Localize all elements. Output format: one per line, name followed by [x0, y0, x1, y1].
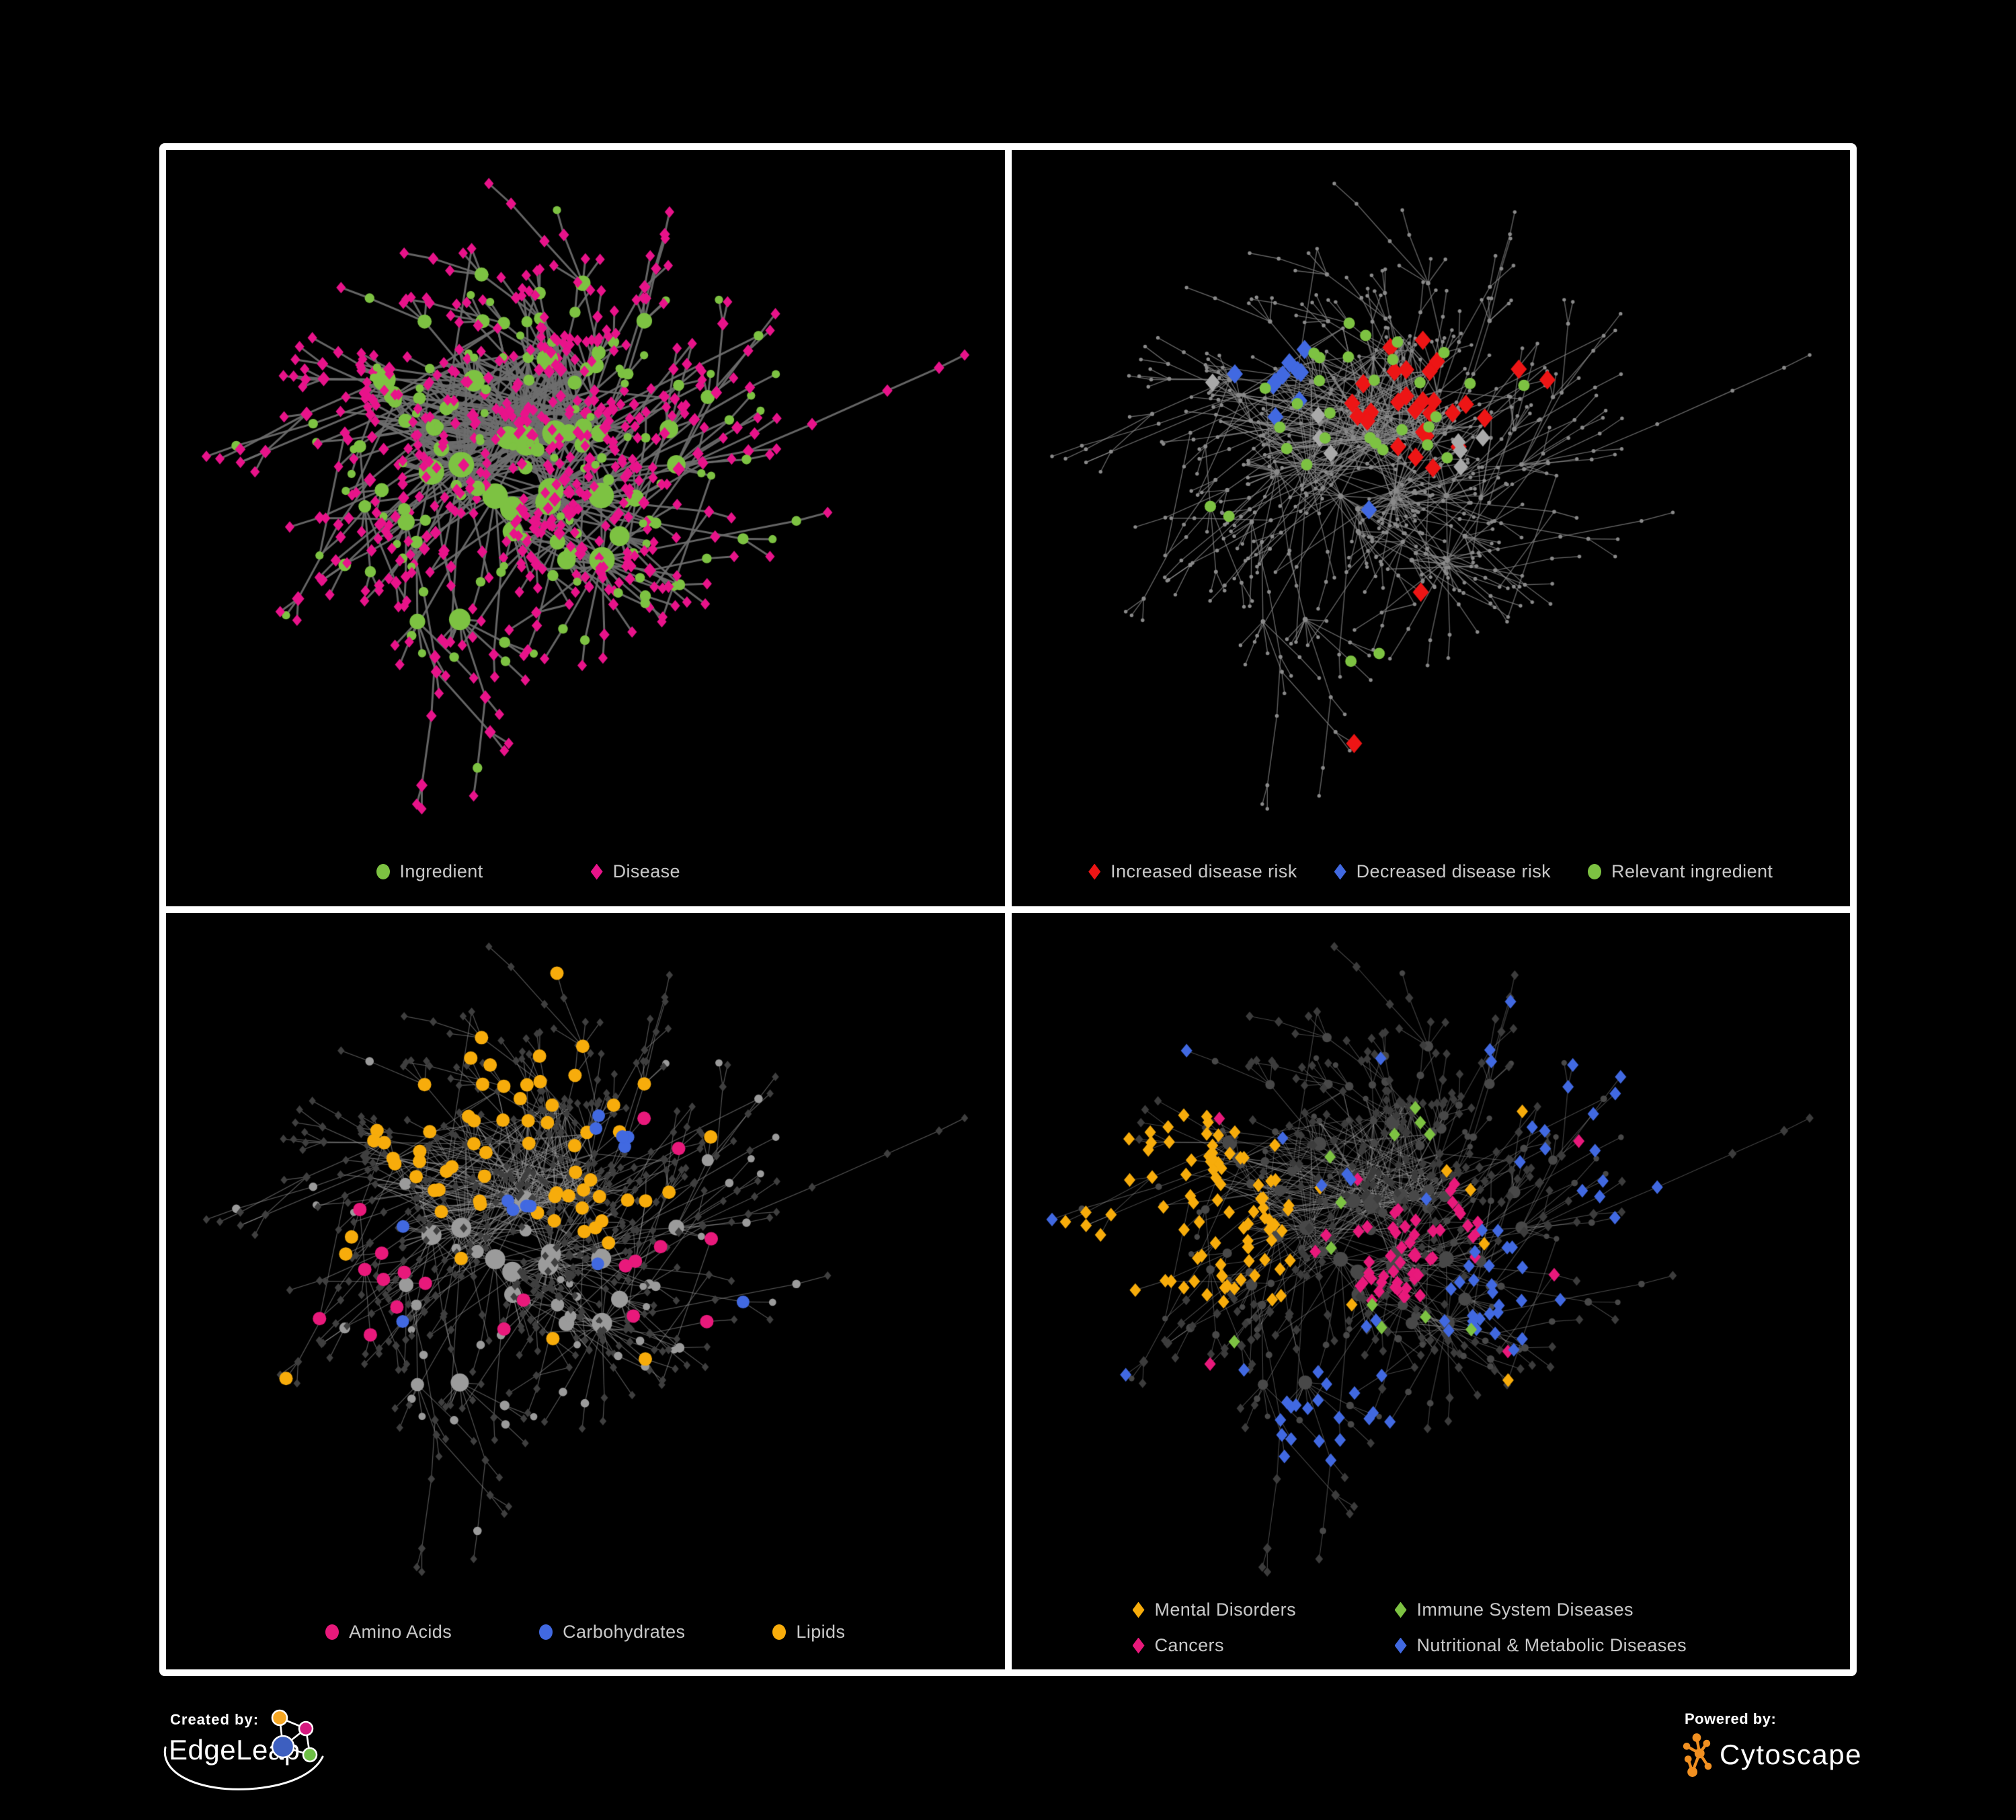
diamond-marker-icon — [1132, 1637, 1145, 1654]
network-canvas-ingredient-classes — [166, 913, 1005, 1669]
created-by-label: Created by: — [170, 1711, 259, 1728]
legend-label: Increased disease risk — [1111, 861, 1297, 881]
legend-item-mental-disorders: Mental Disorders — [1132, 1599, 1395, 1620]
legend-label: Mental Disorders — [1154, 1599, 1296, 1620]
legend-item-amino-acids: Amino Acids — [325, 1622, 452, 1643]
cytoscape-brand-row: Cytoscape — [1681, 1732, 1882, 1778]
legend-item-decreased-risk: Decreased disease risk — [1334, 861, 1551, 882]
legend-label: Ingredient — [399, 861, 483, 881]
diamond-marker-icon — [1334, 863, 1346, 880]
panel-ingredient-disease: Ingredient Disease — [166, 150, 1005, 906]
panel-grid: Ingredient Disease Increased disease ris… — [159, 143, 1857, 1676]
powered-by-label: Powered by: — [1685, 1710, 1777, 1727]
circle-marker-icon — [539, 1624, 553, 1640]
diamond-marker-icon — [1088, 863, 1101, 880]
created-by-block: Created by: EdgeLeap — [161, 1704, 457, 1815]
legend-label: Relevant ingredient — [1611, 861, 1773, 881]
legend-item-lipids: Lipids — [772, 1622, 845, 1643]
network-canvas-disease-risk — [1011, 150, 1850, 906]
legend-label: Carbohydrates — [563, 1622, 686, 1642]
legend-label: Lipids — [796, 1622, 846, 1642]
diamond-marker-icon — [1394, 1601, 1407, 1618]
legend-ingredient-classes: Amino Acids Carbohydrates Lipids — [166, 1622, 1005, 1643]
legend-label: Decreased disease risk — [1356, 861, 1551, 881]
diamond-marker-icon — [590, 863, 603, 880]
panel-disease-risk: Increased disease risk Decreased disease… — [1011, 150, 1851, 906]
legend-ingredient-disease: Ingredient Disease — [166, 861, 948, 882]
diamond-marker-icon — [1394, 1637, 1407, 1654]
legend-disease-risk: Increased disease risk Decreased disease… — [1012, 861, 1851, 882]
legend-label: Nutritional & Metabolic Diseases — [1416, 1635, 1687, 1655]
cytoscape-logo-icon — [1683, 1733, 1712, 1777]
circle-marker-icon — [1588, 864, 1602, 879]
legend-label: Cancers — [1154, 1635, 1224, 1655]
cytoscape-wordmark: Cytoscape — [1720, 1739, 1862, 1770]
diamond-marker-icon — [1132, 1601, 1145, 1618]
panel-disease-classes: Mental Disorders Immune System Diseases … — [1011, 913, 1850, 1669]
legend-item-disease: Disease — [590, 861, 680, 882]
legend-item-nutritional-metabolic-diseases: Nutritional & Metabolic Diseases — [1394, 1635, 1687, 1656]
circle-marker-icon — [772, 1624, 787, 1640]
powered-by-block: Powered by: Cytoscape — [1681, 1708, 1882, 1788]
edgeleap-wordmark: EdgeLeap — [169, 1734, 300, 1766]
circle-marker-icon — [376, 864, 390, 879]
legend-item-increased-risk: Increased disease risk — [1088, 861, 1297, 882]
legend-item-relevant-ingredient: Relevant ingredient — [1588, 861, 1773, 882]
network-canvas-ingredient-disease — [166, 150, 1005, 906]
panel-ingredient-classes: Amino Acids Carbohydrates Lipids — [166, 913, 1005, 1669]
legend-label: Immune System Diseases — [1416, 1599, 1634, 1620]
legend-item-carbohydrates: Carbohydrates — [539, 1622, 685, 1643]
network-canvas-disease-classes — [1011, 913, 1850, 1669]
legend-label: Disease — [612, 861, 680, 881]
legend-item-cancers: Cancers — [1132, 1635, 1395, 1656]
circle-marker-icon — [325, 1624, 339, 1640]
legend-item-immune-system-diseases: Immune System Diseases — [1394, 1599, 1687, 1620]
legend-disease-classes: Mental Disorders Immune System Diseases … — [1132, 1599, 1687, 1656]
legend-item-ingredient: Ingredient — [376, 861, 483, 882]
legend-label: Amino Acids — [349, 1622, 452, 1642]
